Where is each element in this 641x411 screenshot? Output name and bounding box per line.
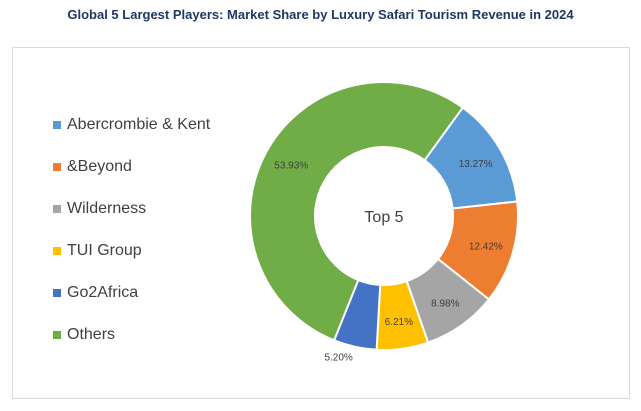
slice-data-label: 13.27% xyxy=(459,159,493,170)
slice-data-label: 5.20% xyxy=(324,353,352,364)
legend-item: Others xyxy=(53,314,210,356)
legend-item: &Beyond xyxy=(53,146,210,188)
legend-label: Others xyxy=(67,326,116,343)
chart-frame xyxy=(12,47,630,399)
legend-swatch xyxy=(53,205,61,213)
slice-data-label: 53.93% xyxy=(274,161,308,172)
donut-slice xyxy=(249,81,465,342)
donut-center-label: Top 5 xyxy=(364,209,403,226)
legend-item: Wilderness xyxy=(53,188,210,230)
slice-data-label: 8.98% xyxy=(431,298,459,309)
legend-item: Abercrombie & Kent xyxy=(53,104,210,146)
legend-label: Wilderness xyxy=(67,200,147,217)
legend-swatch xyxy=(53,289,61,297)
legend-swatch xyxy=(53,121,61,129)
legend-label: Abercrombie & Kent xyxy=(67,116,211,133)
legend-label: TUI Group xyxy=(67,242,142,259)
legend-item: TUI Group xyxy=(53,230,210,272)
legend-swatch xyxy=(53,163,61,171)
chart-title: Global 5 Largest Players: Market Share b… xyxy=(67,7,574,22)
legend-swatch xyxy=(53,247,61,255)
legend-label: &Beyond xyxy=(67,158,132,175)
slice-data-label: 12.42% xyxy=(469,241,503,252)
chart-legend: Abercrombie & Kent &Beyond Wilderness TUI G… xyxy=(53,104,210,356)
slice-data-label: 6.21% xyxy=(385,317,413,328)
legend-item: Go2Africa xyxy=(53,272,210,314)
legend-label: Go2Africa xyxy=(67,284,139,301)
legend-swatch xyxy=(53,331,61,339)
